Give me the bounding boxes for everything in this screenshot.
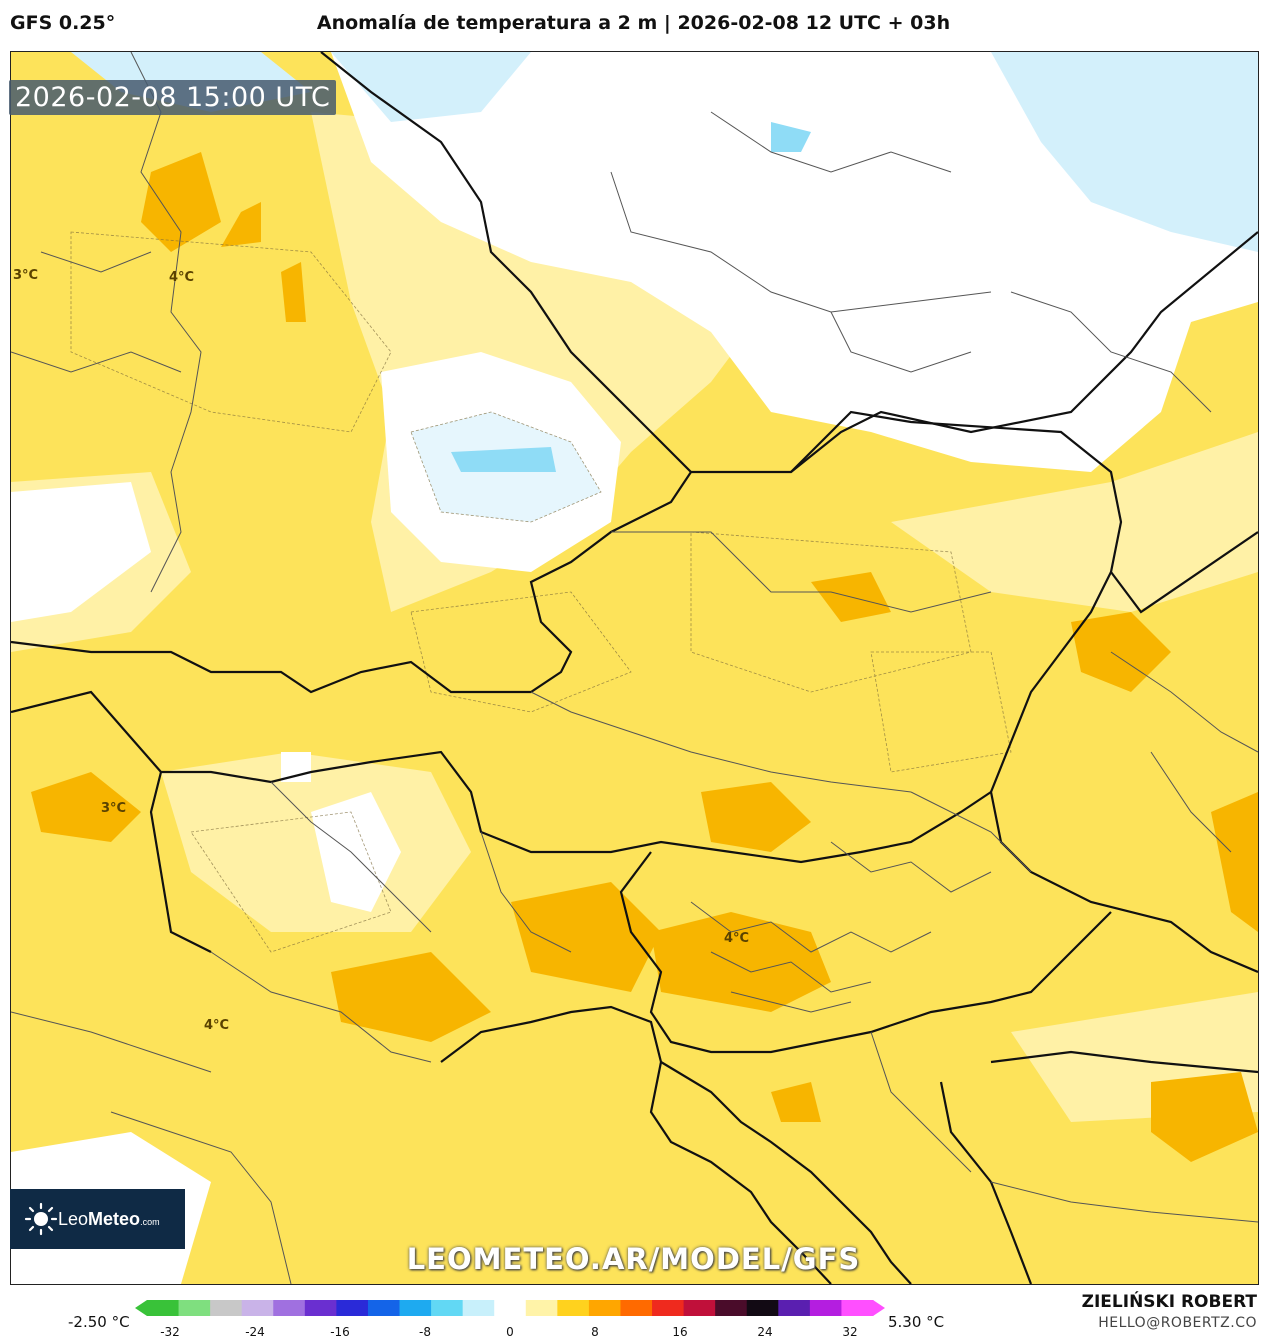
colorbar-tick-label: 8: [591, 1325, 599, 1339]
contour-label: 4°C: [169, 270, 195, 285]
colorbar-cell: [841, 1300, 874, 1316]
colorbar-cell: [588, 1300, 621, 1316]
colorbar-cell: [210, 1300, 243, 1316]
contour-label: 3°C: [101, 801, 127, 816]
contour-label: 4°C: [204, 1018, 230, 1033]
leometeo-logo: LeoMeteo.com: [10, 1189, 185, 1249]
colorbar-tick-label: 32: [842, 1325, 858, 1339]
colorbar-tick-label: -32: [160, 1325, 180, 1339]
colorbar-tick-label: -16: [330, 1325, 350, 1339]
colorbar-min-label: -2.50 °C: [68, 1313, 130, 1331]
colorbar-cell: [462, 1300, 495, 1316]
colorbar-cell: [494, 1300, 527, 1316]
map-canvas: [11, 52, 1258, 1284]
model-label: GFS 0.25°: [10, 12, 116, 34]
colorbar-cell: [336, 1300, 369, 1316]
map-title: Anomalía de temperatura a 2 m | 2026-02-…: [316, 12, 951, 34]
colorbar-left-arrow: [135, 1300, 147, 1316]
colorbar-cell: [778, 1300, 811, 1316]
colorbar-cell: [652, 1300, 685, 1316]
author-email: HELLO@ROBERTZ.CO: [1098, 1315, 1257, 1331]
contour-label: 4°C: [724, 931, 750, 946]
colorbar-tick-label: 24: [757, 1325, 773, 1339]
colorbar-right-arrow: [873, 1300, 885, 1316]
colorbar-cell: [746, 1300, 779, 1316]
watermark-url: LEOMETEO.AR/MODEL/GFS: [406, 1242, 861, 1276]
colorbar: [135, 1300, 885, 1316]
colorbar-cell: [715, 1300, 748, 1316]
colorbar-cell: [620, 1300, 653, 1316]
colorbar-cell: [809, 1300, 842, 1316]
logo-wordmark: LeoMeteo.com: [58, 1208, 160, 1229]
colorbar-cell: [399, 1300, 432, 1316]
colorbar-cell: [525, 1300, 558, 1316]
colorbar-cell: [178, 1300, 211, 1316]
sun-icon: [24, 1202, 58, 1236]
colorbar-cell: [683, 1300, 716, 1316]
colorbar-tick-label: -8: [419, 1325, 431, 1339]
colorbar-cell: [147, 1300, 180, 1316]
colorbar-cell: [557, 1300, 590, 1316]
colorbar-cell: [241, 1300, 274, 1316]
colorbar-cell: [431, 1300, 464, 1316]
colorbar-tick-label: 16: [672, 1325, 688, 1339]
timestamp-badge: 2026-02-08 15:00 UTC: [9, 80, 337, 115]
colorbar-cell: [273, 1300, 306, 1316]
colorbar-tick-label: -24: [245, 1325, 265, 1339]
colorbar-max-label: 5.30 °C: [888, 1313, 945, 1331]
author-name: ZIELIŃSKI ROBERT: [1081, 1292, 1257, 1312]
temperature-anomaly-map: 3°C 4°C 3°C 4°C 4°C: [10, 51, 1259, 1285]
contour-label: 3°C: [13, 268, 39, 283]
colorbar-cell: [304, 1300, 337, 1316]
colorbar-tick-label: 0: [506, 1325, 514, 1339]
colorbar-cell: [367, 1300, 401, 1316]
